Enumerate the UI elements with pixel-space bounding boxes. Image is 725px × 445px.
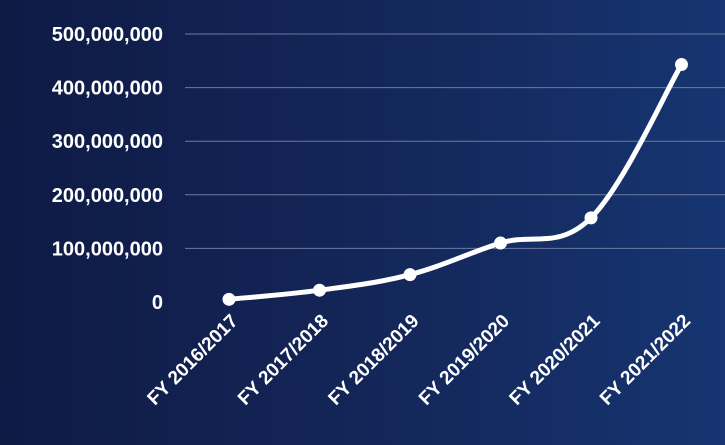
data-point (222, 292, 236, 306)
x-tick-label: FY 2020/2021 (506, 310, 605, 409)
y-tick-label: 100,000,000 (52, 238, 163, 260)
x-tick-label: FY 2019/2020 (415, 311, 514, 410)
series-line (226, 62, 684, 302)
data-point (494, 236, 507, 250)
series-layer (222, 58, 688, 306)
y-tick-label: 400,000,000 (52, 78, 163, 100)
y-tick-label: 300,000,000 (52, 131, 163, 153)
y-tick-label: 0 (152, 292, 163, 314)
data-point (584, 211, 598, 225)
data-point (675, 58, 688, 72)
x-tick-label: FY 2021/2022 (596, 311, 695, 410)
data-point (313, 283, 326, 297)
x-tick-label: FY 2016/2017 (144, 311, 243, 410)
x-tick-label: FY 2018/2019 (325, 311, 424, 410)
y-tick-label: 500,000,000 (52, 24, 163, 46)
x-tick-label: FY 2017/2018 (234, 311, 333, 410)
data-point (403, 268, 417, 282)
y-axis-tick-labels: 0 100,000,000 200,000,000 300,000,000 400,00… (52, 24, 163, 314)
y-tick-label: 200,000,000 (52, 185, 163, 207)
gridlines (185, 33, 725, 249)
